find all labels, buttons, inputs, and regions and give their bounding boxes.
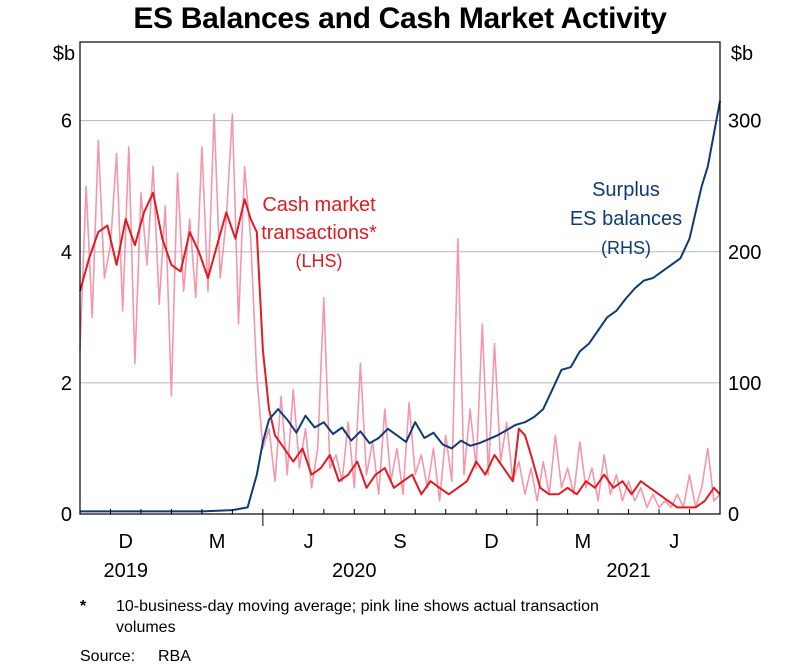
footnote-marker: * — [80, 598, 87, 615]
right-axis-tick-label: 200 — [728, 242, 761, 264]
x-tick-label: D — [118, 531, 132, 553]
x-tick-label: M — [209, 531, 226, 553]
source-label: Source: — [80, 648, 136, 665]
chart-canvas: D M J S D M J 2019 2020 2021 0 2 4 6 0 100 200 300 $b $b… — [53, 41, 762, 582]
cash-annotation: Cash market transactions* (LHS) — [261, 194, 377, 271]
left-axis-tick-label: 2 — [61, 373, 72, 395]
year-label: 2020 — [332, 560, 377, 582]
right-axis-unit-label: $b — [731, 43, 753, 65]
x-tick-label: S — [393, 531, 406, 553]
es-annotation-line-3: (RHS) — [601, 238, 651, 258]
footnote-line-1: 10-business-day moving average; pink lin… — [116, 598, 599, 615]
source-value: RBA — [158, 648, 191, 665]
left-axis-unit-label: $b — [53, 43, 75, 65]
right-axis-tick-label: 100 — [728, 373, 761, 395]
left-axis-tick-label: 0 — [61, 504, 72, 526]
cash-annotation-line-1: Cash market — [262, 194, 376, 216]
right-axis-tick-label: 300 — [728, 111, 761, 133]
chart-title: ES Balances and Cash Market Activity — [133, 2, 667, 35]
x-tick-label: J — [304, 531, 314, 553]
series-line-cash-actual — [79, 113, 721, 509]
right-axis-tick-label: 0 — [728, 504, 739, 526]
cash-annotation-line-2: transactions* — [261, 222, 377, 244]
left-axis-tick-label: 4 — [61, 242, 72, 264]
left-axis-tick-label: 6 — [61, 111, 72, 133]
series-line-cash-moving-average — [79, 191, 721, 509]
cash-annotation-line-3: (LHS) — [295, 251, 342, 271]
y-axes: 0 2 4 6 0 100 200 300 — [61, 111, 762, 526]
es-annotation-line-1: Surplus — [592, 179, 660, 201]
x-axis: D M J S D M J 2019 2020 2021 — [79, 509, 721, 582]
year-label: 2021 — [606, 560, 651, 582]
x-tick-label: J — [669, 531, 679, 553]
es-annotation-line-2: ES balances — [570, 208, 682, 230]
x-tick-label: M — [575, 531, 592, 553]
series-line-es-balances — [80, 100, 721, 513]
series-group — [79, 100, 721, 513]
es-annotation: Surplus ES balances (RHS) — [570, 179, 682, 258]
x-tick-label: D — [484, 531, 498, 553]
plot-frame — [79, 41, 721, 515]
footnote-line-2: volumes — [116, 619, 176, 636]
year-label: 2019 — [103, 560, 148, 582]
